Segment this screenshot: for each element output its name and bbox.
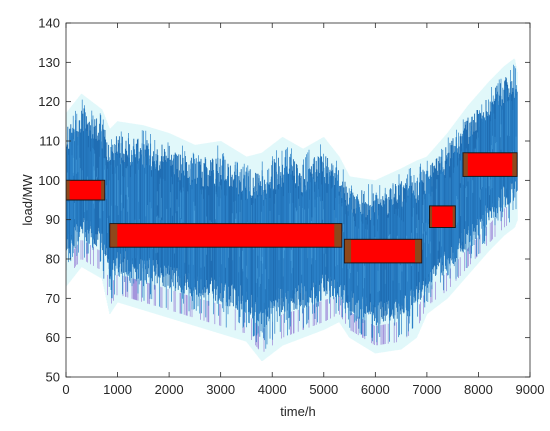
segment-box-2-right-shade [334,224,342,247]
x-tick-label: 6000 [361,382,390,397]
segment-box-5 [462,152,518,177]
load-band-lower-edge [74,207,507,352]
x-axis-label: time/h [280,404,315,419]
segment-box-5-left-shade [463,153,468,176]
segment-box-3-left-shade [344,239,352,263]
y-tick-label: 50 [46,370,60,385]
y-tick-label: 70 [46,291,60,306]
x-tick-label: 2000 [155,382,184,397]
segment-box-3 [343,238,423,264]
segment-box-2-left-shade [110,224,118,247]
y-tick-label: 140 [38,16,60,31]
y-tick-label: 60 [46,330,60,345]
x-tick-label: 1000 [103,382,132,397]
axes-box [65,22,531,378]
y-tick-label: 110 [39,134,60,149]
x-tick-label: 3000 [206,382,235,397]
y-axis-label: load/MW [20,174,35,226]
x-tick-label: 8000 [464,382,493,397]
y-tick-label: 90 [46,212,60,227]
segment-box-3-right-shade [415,239,422,263]
y-tick-label: 80 [46,252,60,267]
segment-box-1-right-shade [101,180,105,200]
segment-box-4-left-shade [430,206,433,227]
y-tick-label: 100 [38,173,60,188]
segment-box-4-right-shade [452,206,455,227]
segment-box-2 [109,223,343,248]
segment-box-1 [66,179,106,201]
segment-box-4 [429,205,456,228]
x-tick-label: 9000 [516,382,545,397]
load-segments [66,152,518,264]
y-tick-label: 120 [38,94,60,109]
y-tick-label: 130 [38,55,60,70]
x-tick-label: 0 [62,382,69,397]
axes: 0 1000 2000 3000 4000 5000 6000 7000 8000 9000 50 6… [38,16,544,398]
segment-box-1-left-shade [66,180,70,200]
x-tick-label: 4000 [258,382,287,397]
x-tick-label: 5000 [309,382,338,397]
segment-box-5-right-shade [512,153,517,176]
x-tick-label: 7000 [412,382,441,397]
